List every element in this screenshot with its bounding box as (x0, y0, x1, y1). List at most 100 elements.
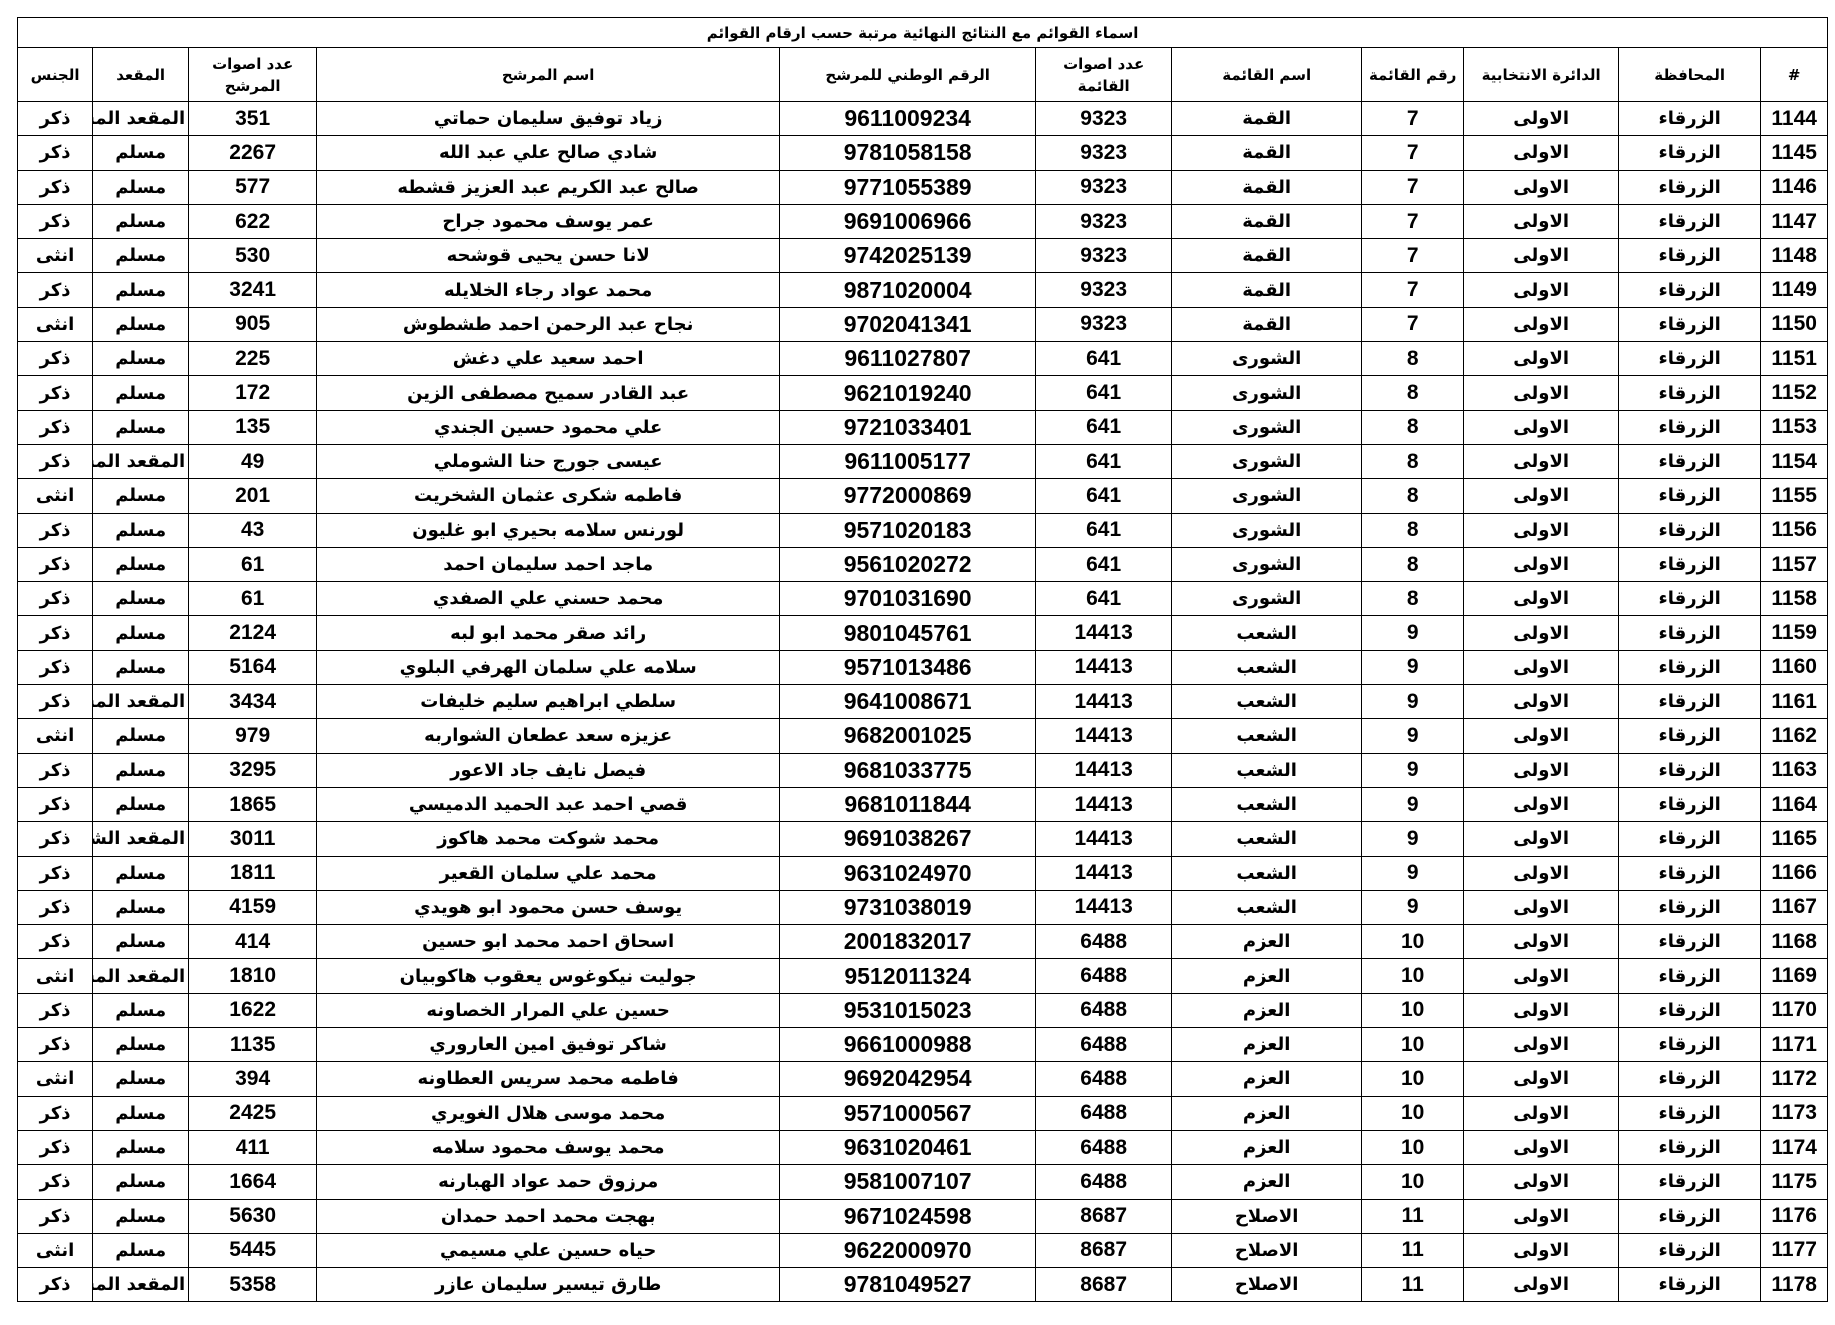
table-cell: ذكر (16, 409, 94, 445)
table-cell: 8 (1361, 409, 1465, 445)
table-cell: مسلم (92, 718, 190, 754)
table-cell: القمة (1171, 203, 1363, 240)
table-cell: 172 (188, 375, 318, 411)
table-cell: 9571020183 (779, 512, 1037, 548)
table-cell: ذكر (16, 1027, 94, 1063)
table-cell: 1810 (188, 958, 318, 994)
table-cell: 9323 (1035, 203, 1173, 240)
table-cell: 1174 (1760, 1129, 1829, 1166)
table-cell: جوليت نيكوغوس يعقوب هاكوبيان (316, 958, 781, 994)
table-cell: الاولى (1463, 238, 1620, 274)
table-cell: 1165 (1760, 821, 1829, 857)
table-cell: مسلم (92, 1129, 190, 1166)
table-cell: العزم (1171, 1095, 1363, 1131)
table-cell: الاولى (1463, 1232, 1620, 1269)
table-cell: 9631020461 (779, 1129, 1037, 1166)
table-cell: الزرقاء (1618, 1232, 1762, 1269)
table-cell: 3434 (188, 684, 318, 720)
table-cell: ذكر (16, 1095, 94, 1131)
table-cell: الاولى (1463, 752, 1620, 788)
table-cell: الزرقاء (1618, 786, 1762, 823)
table-row: 1145 الزرقاء الاولى 7 القمة 9323 9781058158 شاد… (16, 135, 1829, 171)
table-cell: ذكر (16, 649, 94, 686)
table-cell: 9581007107 (779, 1164, 1037, 1200)
table-row: 1147 الزرقاء الاولى 7 القمة 9323 9691006966 عمر… (16, 203, 1829, 240)
table-cell: الاولى (1463, 924, 1620, 960)
table-cell: الزرقاء (1618, 341, 1762, 377)
table-cell: 1157 (1760, 546, 1829, 583)
table-cell: مسلم (92, 478, 190, 514)
table-cell: الاولى (1463, 992, 1620, 1029)
table-cell: 14413 (1035, 649, 1173, 686)
table-cell: مسلم (92, 203, 190, 240)
table-cell: 8 (1361, 478, 1465, 514)
table-row: 1152 الزرقاء الاولى 8 الشورى 641 9621019240 عبد… (16, 375, 1829, 411)
table-cell: 9 (1361, 752, 1465, 788)
table-cell: مسلم (92, 135, 190, 171)
table-cell: 6488 (1035, 1027, 1173, 1063)
table-cell: 9621019240 (779, 375, 1037, 411)
table-cell: المقعد الشر (92, 821, 190, 857)
table-cell: مسلم (92, 992, 190, 1029)
table-cell: الاولى (1463, 1129, 1620, 1166)
table-cell: عبد القادر سميح مصطفى الزين (316, 375, 781, 411)
table-row: 1161 الزرقاء الاولى 9 الشعب 14413 9641008671 سل… (16, 684, 1829, 720)
table-cell: ذكر (16, 375, 94, 411)
column-header: عدد اصوات المرشح (188, 47, 318, 102)
table-cell: الشورى (1171, 546, 1363, 583)
table-cell: مسلم (92, 1095, 190, 1131)
table-cell: 9742025139 (779, 238, 1037, 274)
table-cell: 411 (188, 1129, 318, 1166)
table-cell: ذكر (16, 203, 94, 240)
table-cell: القمة (1171, 272, 1363, 308)
table-cell: 6488 (1035, 958, 1173, 994)
table-cell: 1160 (1760, 649, 1829, 686)
table-cell: الاولى (1463, 443, 1620, 480)
table-cell: 1166 (1760, 855, 1829, 891)
table-cell: 1147 (1760, 203, 1829, 240)
table-cell: الزرقاء (1618, 1095, 1762, 1131)
table-cell: 8687 (1035, 1232, 1173, 1269)
table-cell: انثى (16, 1232, 94, 1269)
table-cell: لورنس سلامه بحيري ابو غليون (316, 512, 781, 548)
table-cell: الاولى (1463, 1027, 1620, 1063)
table-cell: مسلم (92, 546, 190, 583)
table-cell: ذكر (16, 821, 94, 857)
table-cell: 9681033775 (779, 752, 1037, 788)
table-cell: 1173 (1760, 1095, 1829, 1131)
table-cell: الاولى (1463, 546, 1620, 583)
table-cell: 9731038019 (779, 889, 1037, 926)
table-cell: الاولى (1463, 1061, 1620, 1097)
table-cell: 6488 (1035, 1061, 1173, 1097)
table-cell: 225 (188, 341, 318, 377)
table-cell: الشعب (1171, 752, 1363, 788)
table-cell: الشعب (1171, 821, 1363, 857)
table-cell: 979 (188, 718, 318, 754)
table-cell: 49 (188, 443, 318, 480)
table-cell: 641 (1035, 546, 1173, 583)
table-cell: 1153 (1760, 409, 1829, 445)
table-cell: 1164 (1760, 786, 1829, 823)
table-cell: 5630 (188, 1198, 318, 1234)
table-cell: فاطمه محمد سريس العطاونه (316, 1061, 781, 1097)
table-cell: الاولى (1463, 889, 1620, 926)
table-cell: 3241 (188, 272, 318, 308)
table-cell: مسلم (92, 375, 190, 411)
table-cell: زياد توفيق سليمان حماتي (316, 100, 781, 137)
table-cell: 905 (188, 306, 318, 343)
table-cell: سلطي ابراهيم سليم خليفات (316, 684, 781, 720)
table-cell: 1144 (1760, 100, 1829, 137)
table-cell: الاولى (1463, 375, 1620, 411)
table-cell: محمد يوسف محمود سلامه (316, 1129, 781, 1166)
table-body: 1144 الزرقاء الاولى 7 القمة 9323 9611009234 زيا… (16, 100, 1829, 1303)
table-row: 1175 الزرقاء الاولى 10 العزم 6488 9581007107 مر… (16, 1164, 1829, 1200)
table-cell: الاولى (1463, 821, 1620, 857)
table-cell: القمة (1171, 135, 1363, 171)
table-cell: 641 (1035, 581, 1173, 617)
table-cell: 7 (1361, 238, 1465, 274)
table-cell: 9781049527 (779, 1267, 1037, 1303)
table-cell: 1156 (1760, 512, 1829, 548)
table-cell: 135 (188, 409, 318, 445)
table-cell: الشعب (1171, 649, 1363, 686)
header-row: # المحافظة الدائرة الانتخابية رقم القائمة اس… (16, 47, 1829, 102)
